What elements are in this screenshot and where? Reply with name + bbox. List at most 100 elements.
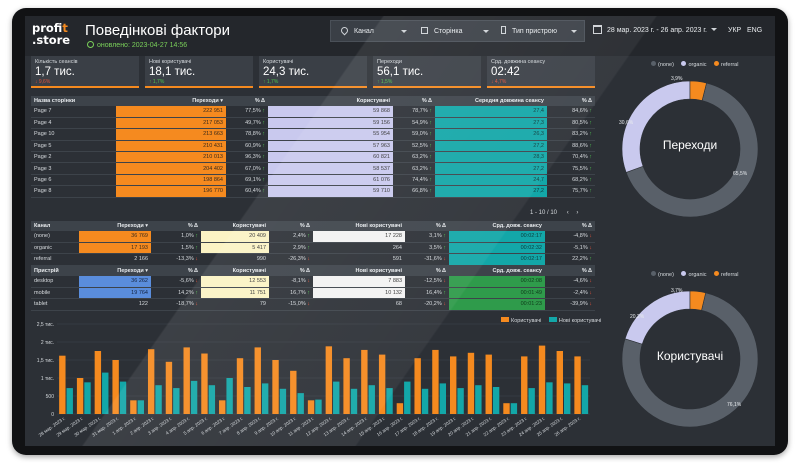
col-new-users-delta[interactable]: % Δ xyxy=(405,266,449,276)
bar-new-users[interactable] xyxy=(350,388,358,414)
bar-users[interactable] xyxy=(325,346,333,414)
col-session-delta[interactable]: % Δ xyxy=(545,221,595,231)
prev-page-icon[interactable]: ‹ xyxy=(566,210,569,216)
bar-users[interactable] xyxy=(59,355,66,414)
channel-filter[interactable]: Канал xyxy=(339,21,416,43)
bar-new-users[interactable] xyxy=(279,388,287,414)
bar-users[interactable] xyxy=(432,349,439,414)
table-row[interactable]: Page 8 196 770 60,4% ↑ 59 710 66,8% ↑ 27,2 75,… xyxy=(31,185,595,198)
bar-users[interactable] xyxy=(165,361,173,414)
bar-users[interactable] xyxy=(94,351,102,414)
bar-users[interactable] xyxy=(396,403,404,414)
bar-new-users[interactable] xyxy=(173,388,180,414)
bar-users[interactable] xyxy=(183,347,190,414)
col-pageviews[interactable]: Переходи ▾ xyxy=(116,96,226,106)
bar-users[interactable] xyxy=(503,403,510,414)
bar-new-users[interactable] xyxy=(457,388,464,414)
col-new-users[interactable]: Нові користувачі xyxy=(313,266,405,276)
bar-users[interactable] xyxy=(76,378,84,414)
bar-users[interactable] xyxy=(343,358,350,414)
bar-users[interactable] xyxy=(254,347,261,414)
bar-new-users[interactable] xyxy=(102,372,109,414)
table-row[interactable]: referral 2 166 -13,3% ↓ 990 -26,3% ↓ 591 -31,6… xyxy=(31,253,595,266)
col-users-delta[interactable]: % Δ xyxy=(269,221,313,231)
bar-new-users[interactable] xyxy=(84,382,91,414)
col-session-length[interactable]: Срд. довж. сеансу xyxy=(449,266,545,276)
bar-new-users[interactable] xyxy=(333,381,340,414)
table-row[interactable]: Page 2 210 013 96,3% ↑ 60 821 63,2% ↑ 28,3 70,… xyxy=(31,151,595,164)
bar-users[interactable] xyxy=(467,352,475,414)
bar-new-users[interactable] xyxy=(190,380,198,414)
col-users[interactable]: Користувачі xyxy=(268,96,393,106)
bar-new-users[interactable] xyxy=(244,387,251,414)
table-row[interactable]: Page 10 213 663 78,8% ↑ 55 954 59,0% ↑ 26,3 83… xyxy=(31,128,595,141)
donut-slice-referral[interactable] xyxy=(689,290,707,311)
bar-new-users[interactable] xyxy=(421,388,429,414)
bar-new-users[interactable] xyxy=(528,388,535,414)
bar-users[interactable] xyxy=(307,400,315,414)
bar-users[interactable] xyxy=(112,360,119,414)
bar-new-users[interactable] xyxy=(226,378,233,414)
table-row[interactable]: Page 5 210 431 60,9% ↑ 57 963 52,5% ↑ 27,2 88,… xyxy=(31,140,595,153)
bar-users[interactable] xyxy=(147,349,155,414)
bar-new-users[interactable] xyxy=(546,382,553,414)
col-users-delta[interactable]: % Δ xyxy=(393,96,435,106)
table-row[interactable]: Page 3 204 402 67,0% ↑ 58 537 63,2% ↑ 27,2 75,… xyxy=(31,162,595,175)
bar-users[interactable] xyxy=(574,356,581,414)
bar-users[interactable] xyxy=(219,400,226,414)
bar-new-users[interactable] xyxy=(66,388,73,414)
col-pageviews-delta[interactable]: % Δ xyxy=(226,96,268,106)
col-users[interactable]: Користувачі xyxy=(201,221,269,231)
bar-users[interactable] xyxy=(556,351,563,414)
table-row[interactable]: desktop 36 262 -5,6% ↓ 12 553 -8,1% ↓ 7 883 -1… xyxy=(31,276,595,288)
table-row[interactable]: (none) 36 769 1,0% ↑ 20 409 2,4% ↑ 17 228 3,1%… xyxy=(31,231,595,243)
lang-eng-button[interactable]: ENG xyxy=(747,27,763,34)
table-row[interactable]: mobile 19 764 14,2% ↑ 11 751 16,7% ↑ 10 132 16… xyxy=(31,287,595,300)
col-new-users[interactable]: Нові користувачі xyxy=(313,221,405,231)
col-session-length[interactable]: Середня довжина сеансу xyxy=(435,96,547,106)
col-session-delta[interactable]: % Δ xyxy=(547,96,595,106)
donut-slice-referral[interactable] xyxy=(689,80,707,101)
bar-new-users[interactable] xyxy=(261,383,269,414)
bar-users[interactable] xyxy=(485,354,492,414)
bar-new-users[interactable] xyxy=(581,385,589,414)
bar-users[interactable] xyxy=(521,356,528,414)
col-users[interactable]: Користувачі xyxy=(201,266,269,276)
col-pageviews[interactable]: Переходи ▾ xyxy=(79,266,151,276)
col-pageviews-delta[interactable]: % Δ xyxy=(151,266,201,276)
bar-new-users[interactable] xyxy=(563,383,571,414)
col-page-name[interactable]: Назва сторінки xyxy=(31,96,116,106)
date-range-picker[interactable]: 28 мар. 2023 г. - 26 апр. 2023 г. xyxy=(593,20,723,42)
col-session-delta[interactable]: % Δ xyxy=(545,266,595,276)
bar-new-users[interactable] xyxy=(492,387,500,414)
bar-users[interactable] xyxy=(538,345,546,414)
bar-new-users[interactable] xyxy=(439,383,447,414)
bar-users[interactable] xyxy=(449,356,457,414)
donut-slice-none[interactable] xyxy=(625,82,759,218)
bar-users[interactable] xyxy=(236,358,244,414)
table-row[interactable]: Page 4 217 053 49,7% ↑ 59 156 54,9% ↑ 27,3 80,… xyxy=(31,117,595,130)
bar-users[interactable] xyxy=(378,354,386,414)
bar-new-users[interactable] xyxy=(137,400,144,414)
col-users-delta[interactable]: % Δ xyxy=(269,266,313,276)
col-channel[interactable]: Канал xyxy=(31,221,79,231)
device-filter[interactable]: Тип пристрою xyxy=(501,21,581,43)
bar-new-users[interactable] xyxy=(475,385,482,414)
col-pageviews-delta[interactable]: % Δ xyxy=(151,221,201,231)
col-new-users-delta[interactable]: % Δ xyxy=(405,221,449,231)
col-pageviews[interactable]: Переходи ▾ xyxy=(79,221,151,231)
table-row[interactable]: Page 6 198 864 69,1% ↑ 61 076 74,4% ↑ 24,7 68,… xyxy=(31,174,595,187)
bar-new-users[interactable] xyxy=(510,403,518,414)
bar-new-users[interactable] xyxy=(297,393,304,414)
table-row[interactable]: organic 17 193 1,5% ↑ 5 417 2,9% ↑ 264 3,5% ↑ 0… xyxy=(31,242,595,255)
bar-users[interactable] xyxy=(130,400,137,414)
donut-slice-organic[interactable] xyxy=(621,80,691,173)
table-row[interactable]: Page 7 222 951 77,5% ↑ 59 868 78,7% ↑ 27,4 84,… xyxy=(31,106,595,118)
bar-new-users[interactable] xyxy=(368,385,375,414)
table-row[interactable]: tablet 122 -18,7% ↓ 79 -15,0% ↓ 68 -20,2% ↓ 00:… xyxy=(31,298,595,311)
col-device[interactable]: Пристрій xyxy=(31,266,79,276)
donut-slice-none[interactable] xyxy=(621,292,759,428)
page-filter[interactable]: Сторінка xyxy=(421,21,496,43)
bar-users[interactable] xyxy=(361,349,368,414)
bar-new-users[interactable] xyxy=(386,388,393,414)
